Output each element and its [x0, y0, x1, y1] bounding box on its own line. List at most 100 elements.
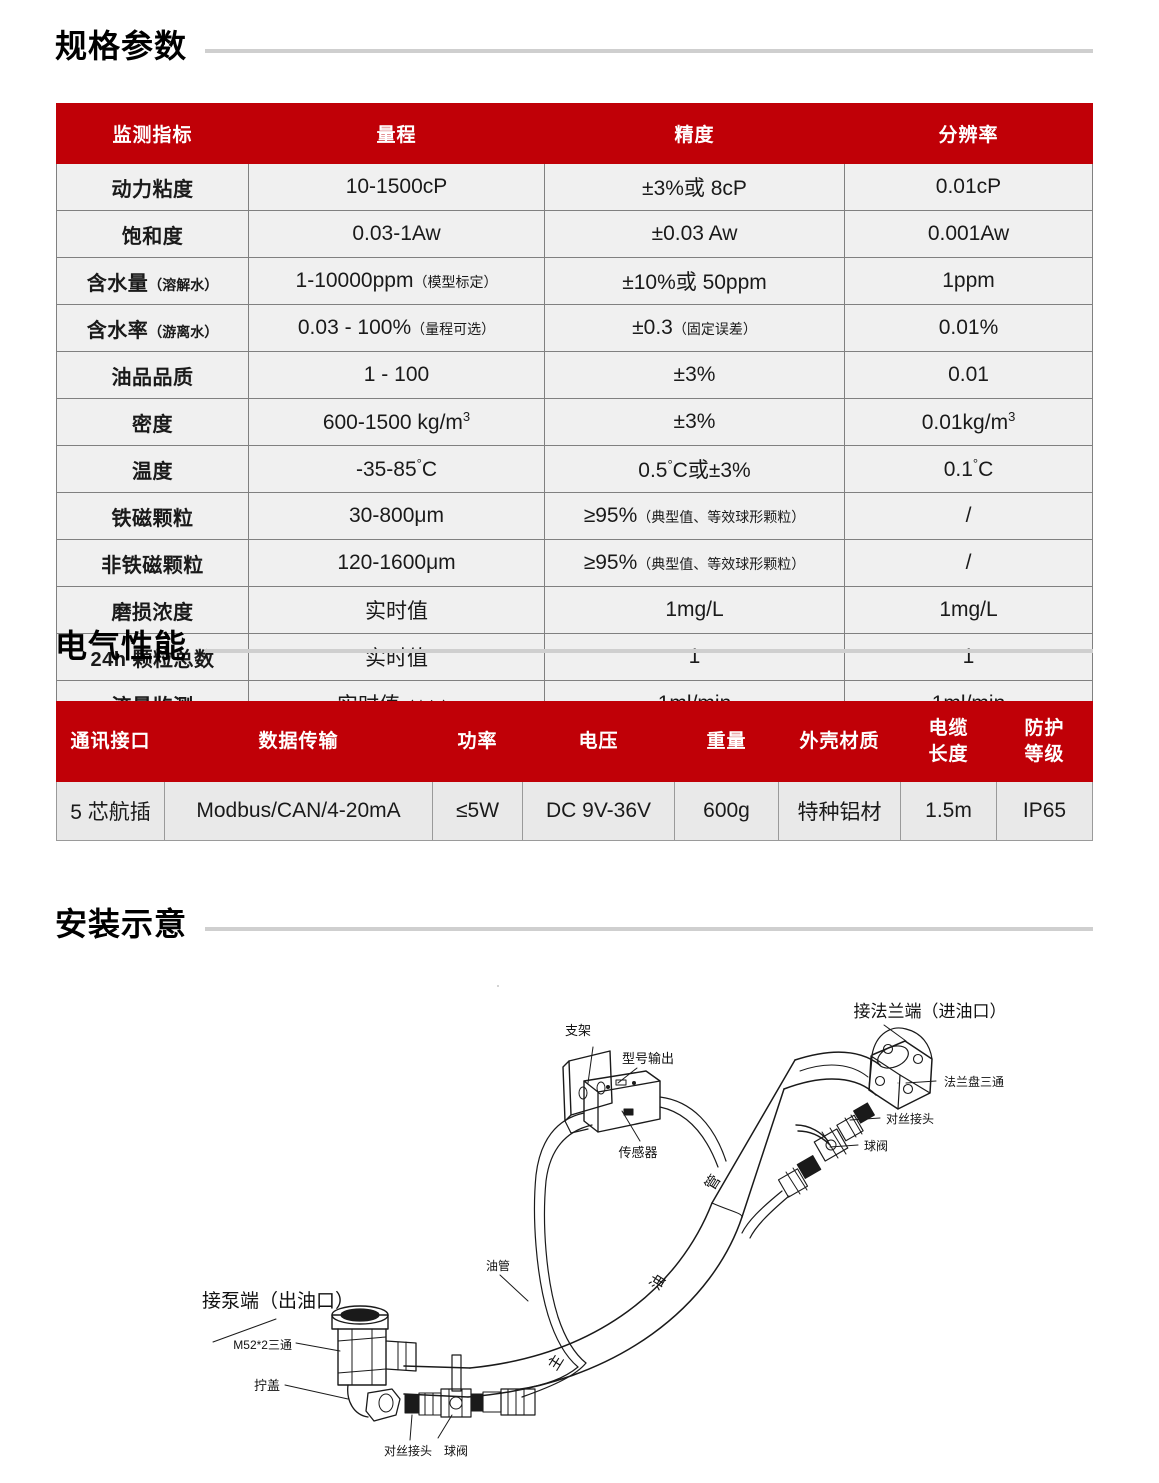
cell-resolution: / [844, 539, 1093, 587]
cell-resolution: 1mg/L [844, 586, 1093, 634]
cell-metric: 温度 [56, 445, 249, 493]
table-row: 非铁磁颗粒 120-1600μm ≥95%（典型值、等效球形颗粒） / [56, 539, 1093, 587]
col-header-0: 通讯接口 [56, 700, 165, 783]
page-title-specs: 规格参数 [55, 28, 188, 64]
cell-2: ≤5W [432, 781, 523, 842]
cell-accuracy: ±10%或 50ppm [544, 257, 845, 305]
page-title-electrical: 电气性能 [55, 628, 188, 664]
section-header-install: 安装示意 [55, 908, 1093, 940]
cell-metric: 含水量（溶解水） [56, 257, 249, 305]
cell-resolution: 0.01kg/m3 [844, 398, 1093, 446]
col-header-accuracy: 精度 [544, 103, 845, 164]
leader-sensor [621, 1110, 641, 1142]
table-row: 24h 颗粒总数 实时值 1 1 [56, 633, 1093, 681]
col-header-3: 电压 [522, 700, 675, 783]
cell-3: DC 9V-36V [522, 781, 675, 842]
table-row: 磨损浓度 实时值 1mg/L 1mg/L [56, 586, 1093, 634]
cell-metric: 磨损浓度 [56, 586, 249, 634]
col-header-resolution: 分辨率 [844, 103, 1093, 164]
installation-diagram-svg: 支架 型号输出 传感器 接法兰端（进油口） 法兰盘三通 对丝接头 球阀 油管 接… [202, 985, 1007, 1458]
leader-flange-tee [905, 1080, 937, 1084]
cell-metric: 密度 [56, 398, 249, 446]
cell-5: 特种铝材 [778, 781, 901, 842]
cell-range: 0.03 - 100%（量程可选） [248, 304, 545, 352]
table-row: 油品品质 1 - 100 ±3% 0.01 [56, 351, 1093, 399]
page-title-install: 安装示意 [55, 906, 188, 942]
table-header-row: 通讯接口 数据传输 功率 电压 重量 外壳材质 电缆 长度 防护 等级 [56, 700, 1093, 783]
cell-range: 120-1600μm [248, 539, 545, 587]
diagram-label-ball-valve-bottom: 球阀 [444, 1444, 468, 1458]
diagram-label-flange-tee: 法兰盘三通 [944, 1074, 1004, 1089]
cell-6: 1.5m [900, 781, 997, 842]
cell-resolution: / [844, 492, 1093, 540]
heading-rule [205, 649, 1093, 653]
cell-metric: 铁磁颗粒 [56, 492, 249, 540]
col-header-6: 电缆 长度 [900, 700, 997, 783]
table-header-row: 监测指标 量程 精度 分辨率 [56, 103, 1093, 164]
cell-range: 实时值 [248, 586, 545, 634]
col-header-range: 量程 [248, 103, 545, 164]
cell-accuracy: ±0.3（固定误差） [544, 304, 845, 352]
leader-coupling-top [849, 1117, 881, 1121]
col-header-5: 外壳材质 [778, 700, 901, 783]
leader-ballvalve-top [829, 1144, 859, 1148]
col-header-2: 功率 [432, 700, 523, 783]
cell-metric: 非铁磁颗粒 [56, 539, 249, 587]
cell-accuracy: 1mg/L [544, 586, 845, 634]
diagram-label-ball-valve-top: 球阀 [864, 1139, 888, 1153]
col-header-7: 防护 等级 [996, 700, 1093, 783]
diagram-label-m52-tee: M52*2三通 [233, 1338, 292, 1352]
table-row: 铁磁颗粒 30-800μm ≥95%（典型值、等效球形颗粒） / [56, 492, 1093, 540]
col-header-4: 重量 [674, 700, 779, 783]
cell-resolution: 0.01cP [844, 163, 1093, 211]
cell-range: 实时值 [248, 633, 545, 681]
diagram-label-coupling-top: 对丝接头 [886, 1111, 934, 1126]
cell-4: 600g [674, 781, 779, 842]
leader-flange-end [883, 1024, 907, 1042]
table-row: 饱和度 0.03-1Aw ±0.03 Aw 0.001Aw [56, 210, 1093, 258]
cell-0: 5 芯航插 [56, 781, 165, 842]
cell-metric: 饱和度 [56, 210, 249, 258]
table-row: 密度 600-1500 kg/m3 ±3% 0.01kg/m3 [56, 398, 1093, 446]
diagram-drawing [212, 985, 937, 1441]
table-row: 含水率（游离水） 0.03 - 100%（量程可选） ±0.3（固定误差） 0.01% [56, 304, 1093, 352]
cell-resolution: 0.01 [844, 351, 1093, 399]
electrical-table: 通讯接口 数据传输 功率 电压 重量 外壳材质 电缆 长度 防护 等级 5 芯航插 Modbus/C… [56, 700, 1093, 842]
electrical-table-container: 通讯接口 数据传输 功率 电压 重量 外壳材质 电缆 长度 防护 等级 5 芯航插 Modbus/C… [56, 700, 1093, 842]
leader-oilpipe [499, 1274, 529, 1302]
table-row: 含水量（溶解水） 1-10000ppm（模型标定） ±10%或 50ppm 1ppm [56, 257, 1093, 305]
leader-bracket [587, 1046, 594, 1084]
heading-rule [205, 927, 1093, 931]
table-row: 5 芯航插 Modbus/CAN/4-20mA ≤5W DC 9V-36V 600g 特种… [56, 781, 1093, 842]
cell-resolution: 0.001Aw [844, 210, 1093, 258]
leader-m52 [295, 1342, 341, 1352]
cell-resolution: 0.1°C [844, 445, 1093, 493]
table-row: 动力粘度 10-1500cP ±3%或 8cP 0.01cP [56, 163, 1093, 211]
cell-accuracy: 1 [544, 633, 845, 681]
section-header-specs: 规格参数 [55, 30, 1093, 62]
cell-accuracy: ≥95%（典型值、等效球形颗粒） [544, 539, 845, 587]
cell-accuracy: ±3% [544, 351, 845, 399]
cell-accuracy: 0.5°C或±3% [544, 445, 845, 493]
cell-accuracy: ≥95%（典型值、等效球形颗粒） [544, 492, 845, 540]
diagram-label-oil-pipe: 油管 [486, 1258, 510, 1273]
diagram-label-coupling-bottom: 对丝接头 [384, 1443, 432, 1458]
table-row: 温度 -35-85°C 0.5°C或±3% 0.1°C [56, 445, 1093, 493]
heading-rule [205, 49, 1093, 53]
cell-range: 0.03-1Aw [248, 210, 545, 258]
cell-metric: 油品品质 [56, 351, 249, 399]
installation-diagram: 支架 型号输出 传感器 接法兰端（进油口） 法兰盘三通 对丝接头 球阀 油管 接… [0, 985, 1159, 1475]
cell-resolution: 1ppm [844, 257, 1093, 305]
diagram-label-model-output: 型号输出 [622, 1051, 674, 1066]
leader-pump-end [212, 1318, 277, 1343]
cell-range: 1-10000ppm（模型标定） [248, 257, 545, 305]
section-header-electrical: 电气性能 [55, 630, 1093, 662]
cell-range: 10-1500cP [248, 163, 545, 211]
diagram-label-bracket: 支架 [565, 1023, 591, 1038]
diagram-label-main-pipe-char3: 管 [702, 1172, 724, 1194]
leader-coupling-bottom [409, 1414, 413, 1441]
cell-metric: 24h 颗粒总数 [56, 633, 249, 681]
diagram-label-main-pipe-char2: 油 [647, 1272, 669, 1294]
diagram-label-flange-end: 接法兰端（进油口） [854, 1002, 1007, 1021]
